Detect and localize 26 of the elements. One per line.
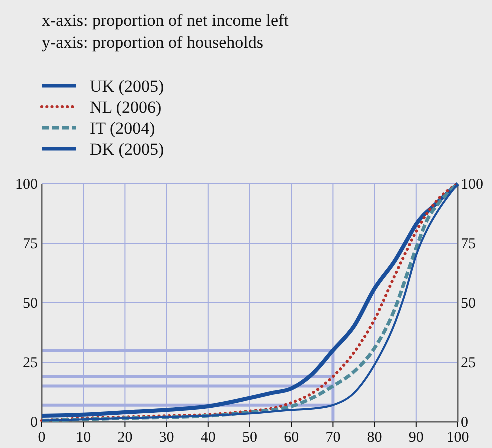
y2-tick-label: 25 [461,356,476,372]
x-tick-label: 50 [242,430,258,446]
legend-label: NL (2006) [90,98,162,117]
x-tick-label: 10 [76,430,92,446]
y2-tick-label: 75 [461,236,476,252]
text: x-axis: proportion of net income left [42,11,290,30]
y2-tick-label: 100 [461,177,484,193]
x-tick-label: 20 [118,430,133,446]
y-tick-label: 50 [23,296,38,312]
legend-label: DK (2005) [90,140,164,159]
y-tick-label: 100 [16,177,38,193]
legend-label: UK (2005) [90,77,164,96]
x-tick-label: 40 [200,430,216,446]
legend-label: IT (2004) [90,119,156,138]
y-tick-label: 75 [23,236,38,252]
x-tick-label: 90 [408,430,424,446]
x-tick-label: 30 [159,430,174,446]
y-tick-label: 0 [30,415,38,431]
x-tick-label: 60 [284,430,300,446]
x-tick-label: 80 [367,430,382,446]
y2-tick-label: 0 [461,415,468,431]
text: y-axis: proportion of households [42,33,264,52]
x-tick-label: 100 [446,430,470,446]
y2-tick-label: 50 [461,296,476,312]
y-tick-label: 25 [23,356,38,372]
x-tick-label: 70 [326,430,341,446]
